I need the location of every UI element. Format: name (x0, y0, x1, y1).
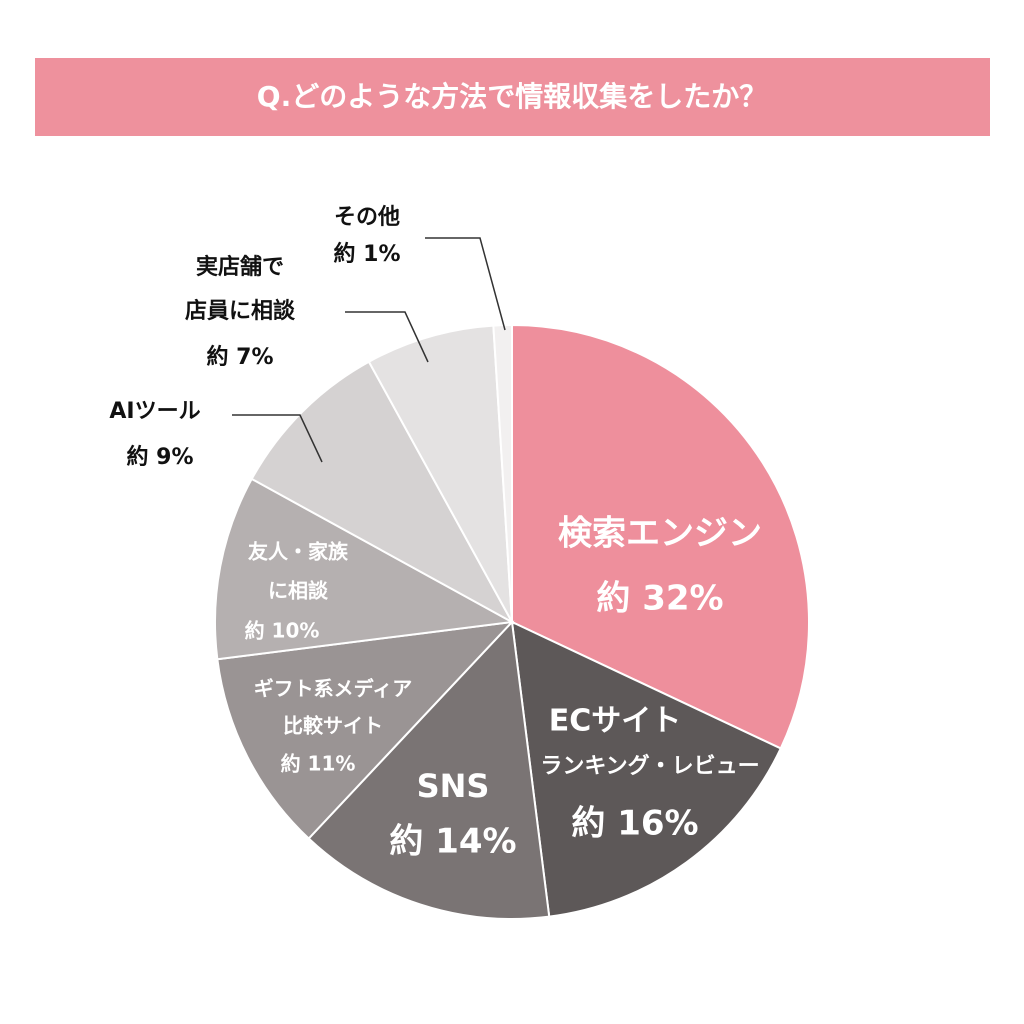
leader-line (425, 237, 506, 331)
slice-label: 実店舗で (196, 254, 284, 280)
value-label: 約 7% (206, 344, 273, 370)
slice-label: に相談 (268, 579, 329, 603)
slice-label: 友人・家族 (248, 540, 349, 564)
pie-slice (250, 360, 515, 625)
title-bar (35, 58, 990, 136)
slice-label: AIツール (109, 399, 200, 424)
leader-line (345, 311, 429, 363)
leader-line (232, 414, 323, 463)
pie-slice (510, 620, 783, 918)
pie-slice (492, 323, 513, 623)
pie-slice (307, 619, 551, 920)
pie-slice (214, 477, 516, 661)
slice-label: ECサイト (549, 704, 682, 739)
value-label: 約 16% (571, 804, 698, 844)
slice-label: 検索エンジン (558, 514, 762, 554)
slice-label: SNS (417, 767, 490, 805)
pie-slice (511, 323, 810, 750)
slice-label: ギフト系メディア (254, 677, 413, 701)
slice-label: その他 (334, 205, 400, 230)
slice-label: 比較サイト (283, 714, 383, 738)
chart-title: Q.どのような方法で情報収集をしたか？ (257, 80, 767, 113)
value-label: 約 9% (126, 444, 193, 470)
value-label: 約 11% (281, 752, 356, 776)
pie (214, 323, 810, 920)
value-label: 約 1% (333, 241, 400, 267)
pie-slice (216, 620, 515, 840)
value-label: 約 32% (596, 579, 723, 619)
value-label: 約 10% (245, 619, 320, 643)
value-label: 約 14% (389, 822, 516, 862)
slice-label: ランキング・レビュー (540, 753, 759, 779)
slice-label: 店員に相談 (185, 298, 296, 324)
pie-slice (367, 324, 513, 623)
